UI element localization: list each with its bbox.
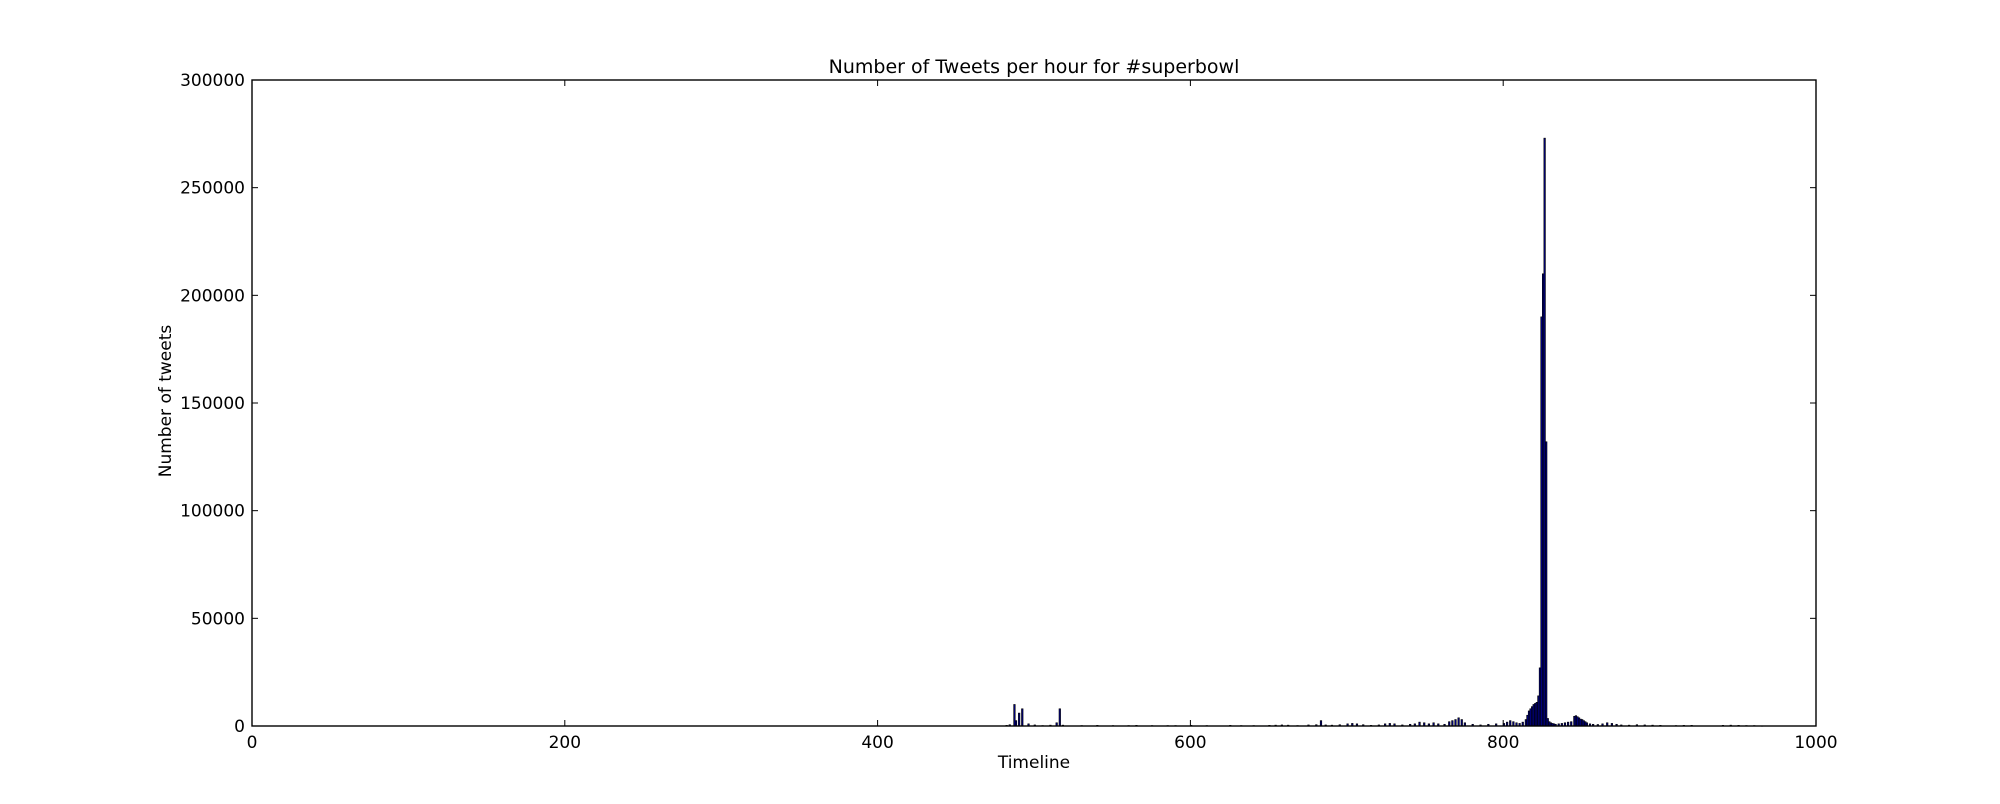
bar xyxy=(1457,717,1460,727)
x-axis-title: Timeline xyxy=(997,753,1070,773)
bar xyxy=(1454,719,1457,727)
chart-title: Number of Tweets per hour for #superbowl xyxy=(829,56,1240,78)
x-tick-label: 800 xyxy=(1487,733,1519,753)
x-tick-label: 200 xyxy=(549,733,581,753)
y-tick-label: 50000 xyxy=(191,609,245,629)
ticks-layer: 0 200 400 600 800 1000 0 50000 100000 150000 20000… xyxy=(180,71,1838,753)
x-tick-label: 400 xyxy=(861,733,893,753)
x-tick-label: 600 xyxy=(1174,733,1206,753)
y-axis-title: Number of tweets xyxy=(156,325,176,478)
x-tick-label: 1000 xyxy=(1794,733,1837,753)
y-tick-label: 100000 xyxy=(180,502,245,522)
bar xyxy=(1460,719,1463,727)
bar xyxy=(1021,708,1024,727)
bar xyxy=(1058,708,1061,727)
y-tick-label: 250000 xyxy=(180,179,245,199)
bar xyxy=(1509,720,1512,727)
bar xyxy=(1018,712,1021,727)
bar xyxy=(1319,720,1323,727)
bars-layer xyxy=(1005,137,1764,727)
y-tick-label: 0 xyxy=(234,717,245,737)
x-tick-label: 0 xyxy=(247,733,258,753)
bar xyxy=(1451,720,1454,727)
plot-frame xyxy=(251,79,1817,727)
y-tick-label: 200000 xyxy=(180,286,245,306)
bar xyxy=(1545,441,1548,727)
y-tick-label: 150000 xyxy=(180,394,245,414)
y-tick-label: 300000 xyxy=(180,71,245,91)
bar xyxy=(1014,720,1018,727)
